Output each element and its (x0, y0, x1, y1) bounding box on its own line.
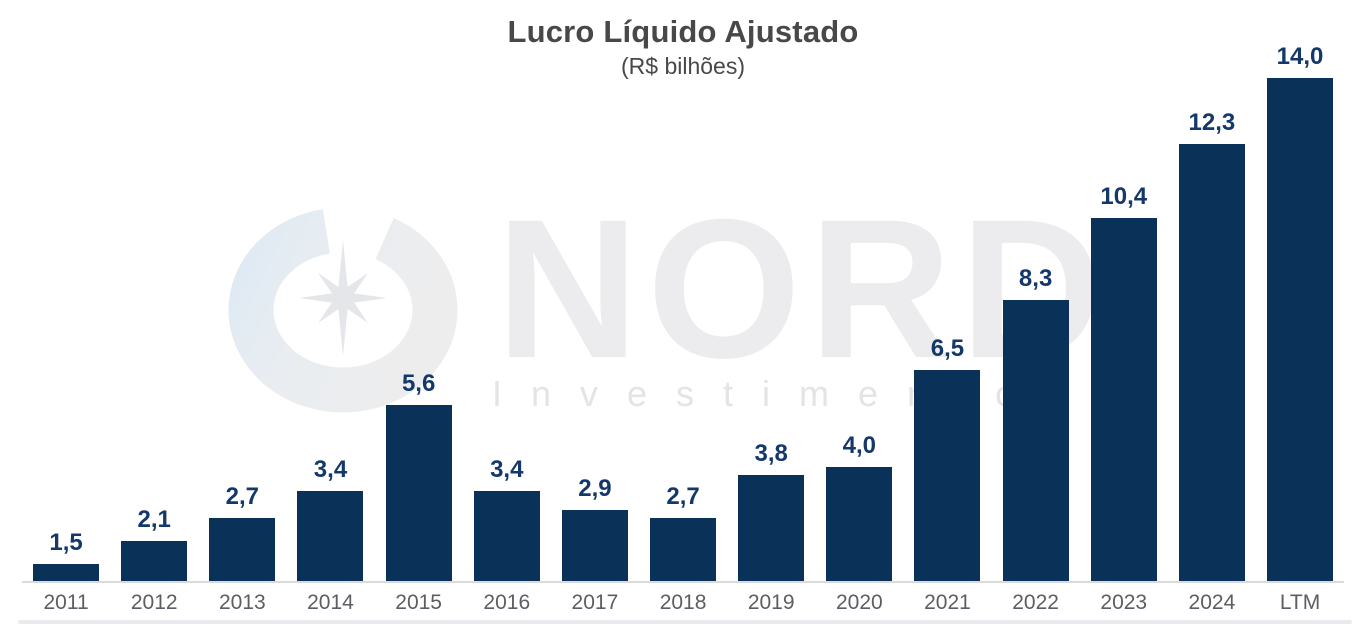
x-tick-label: 2015 (395, 591, 442, 614)
bar: 12,3 (1178, 109, 1245, 582)
bar: 1,5 (33, 529, 100, 582)
x-tick-label: 2023 (1100, 591, 1148, 614)
bar: 10,4 (1090, 183, 1157, 582)
x-tick-label: 2022 (1012, 591, 1059, 614)
bar-column: 14,0 (1256, 39, 1344, 582)
bar: 14,0 (1267, 43, 1334, 582)
chart-header: Lucro Líquido Ajustado (R$ bilhões) (0, 14, 1366, 80)
x-tick-label: 2011 (43, 591, 89, 614)
bar-value-label: 1,5 (49, 529, 83, 556)
bar-value-label: 5,6 (401, 370, 436, 397)
bar: 2,1 (121, 506, 188, 582)
bar-column: 2,1 (110, 39, 198, 582)
bar-column: 1,5 (22, 39, 110, 582)
bar-column: 3,8 (727, 39, 815, 582)
bar-column: 2,7 (639, 39, 727, 582)
bar-value-label: 2,7 (225, 483, 260, 510)
bar: 2,9 (561, 475, 628, 582)
bar-value-label: 3,4 (313, 456, 348, 483)
x-tick-label: 2013 (218, 591, 266, 614)
x-tick-label: 2016 (483, 591, 531, 614)
bar-column: 8,3 (992, 39, 1080, 582)
bar-value-label: 3,4 (490, 456, 524, 483)
bar: 5,6 (385, 370, 452, 582)
bar: 6,5 (914, 335, 981, 582)
bar-column: 10,4 (1080, 39, 1168, 582)
x-tick-label: 2024 (1188, 591, 1236, 614)
bar-column: 3,4 (286, 39, 374, 582)
bar-value-label: 2,1 (137, 506, 171, 533)
x-tick-label: LTM (1279, 591, 1321, 614)
bar: 3,4 (473, 456, 540, 582)
plot-area: 1,5 2,1 2,7 3,4 5,6 3,4 2,9 2,7 3,8 4,0 6,5 8,3 10,4… (22, 39, 1344, 582)
bar-value-label: 3,8 (754, 440, 788, 467)
bar-value-label: 6,5 (930, 335, 965, 362)
bar-column: 12,3 (1168, 39, 1256, 582)
bar-value-label: 14,0 (1276, 43, 1324, 70)
bar-column: 2,9 (551, 39, 639, 582)
chart-title: Lucro Líquido Ajustado (507, 14, 859, 49)
bar: 4,0 (826, 432, 893, 582)
bar-value-label: 12,3 (1188, 109, 1236, 136)
chart-subtitle: (R$ bilhões) (621, 53, 745, 79)
bar: 2,7 (209, 483, 276, 582)
bar-value-label: 4,0 (842, 432, 877, 459)
bar-value-label: 10,4 (1100, 183, 1148, 210)
x-tick-label: 2021 (924, 591, 971, 614)
bar-value-label: 8,3 (1018, 265, 1053, 292)
bar-column: 6,5 (903, 39, 991, 582)
bar: 2,7 (650, 483, 717, 582)
bar-value-label: 2,9 (578, 475, 612, 502)
x-tick-label: 2012 (130, 591, 178, 614)
x-axis-line (22, 581, 1344, 583)
bar: 3,4 (297, 456, 364, 582)
bar-column: 3,4 (463, 39, 551, 582)
x-tick-label: 2014 (307, 591, 354, 614)
bar: 3,8 (738, 440, 805, 582)
bar-column: 2,7 (198, 39, 286, 582)
bottom-divider (18, 620, 1352, 624)
x-axis: 2011 2012 2013 2014 2015 2016 2017 2018 2019 2020… (22, 591, 1344, 615)
bar: 8,3 (1002, 265, 1069, 582)
bar-column: 4,0 (815, 39, 903, 582)
x-tick-label: 2017 (571, 591, 619, 614)
x-tick-label: 2018 (659, 591, 707, 614)
bar-column: 5,6 (375, 39, 463, 582)
x-tick-label: 2020 (835, 591, 883, 614)
x-tick-label: 2019 (747, 591, 795, 614)
bar-value-label: 2,7 (666, 483, 700, 510)
